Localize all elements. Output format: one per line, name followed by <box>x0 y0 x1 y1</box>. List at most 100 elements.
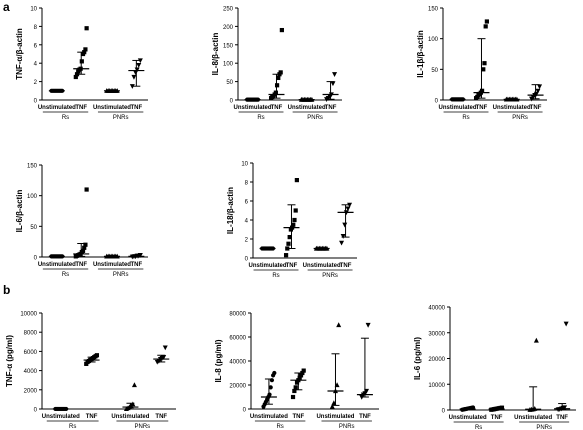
y-tick-label: 0 <box>243 408 247 414</box>
data-point <box>272 370 277 376</box>
data-point <box>330 81 336 87</box>
y-tick-label: 4000 <box>24 369 38 375</box>
series-1 <box>259 246 276 251</box>
x-category-label: TNF <box>293 414 305 420</box>
x-category-label: TNF <box>131 262 143 268</box>
data-point <box>293 208 298 213</box>
data-point <box>499 405 505 410</box>
x-category-label: TNF <box>286 263 298 269</box>
x-group-label: PNRs <box>113 115 129 121</box>
x-category-label: Unstimulated <box>249 263 287 269</box>
y-axis-title: IL-6 (pg/ml) <box>413 337 422 380</box>
series-2 <box>283 178 300 258</box>
series-4 <box>337 202 354 246</box>
data-point <box>276 75 281 81</box>
series-2 <box>473 19 490 101</box>
series-3 <box>313 245 330 251</box>
x-category-label: Unstimulated <box>38 105 76 111</box>
x-category-label: Unstimulated <box>439 105 477 111</box>
y-tick-label: 40000 <box>428 306 445 312</box>
x-group-label: PNRs <box>307 115 323 121</box>
data-point <box>287 235 292 240</box>
data-point <box>267 392 272 397</box>
series-3 <box>525 337 542 412</box>
y-tick-label: 0 <box>34 256 38 262</box>
data-point <box>279 27 284 33</box>
series-4 <box>128 253 145 260</box>
series-3 <box>327 322 344 409</box>
y-tick-label: 6 <box>245 200 249 206</box>
y-tick-label: 150 <box>428 7 439 13</box>
x-category-label: TNF <box>271 105 283 111</box>
data-point <box>162 345 168 351</box>
y-tick-label: 100 <box>27 194 38 200</box>
x-category-label: TNF <box>325 105 337 111</box>
data-point <box>300 370 305 376</box>
data-point <box>74 72 80 77</box>
x-category-label: Unstimulated <box>493 105 531 111</box>
y-tick-label: 8 <box>245 181 249 187</box>
x-category-label: TNF <box>86 414 98 420</box>
data-point <box>301 368 306 373</box>
data-point <box>481 67 486 72</box>
panel-label-a: a <box>3 0 10 14</box>
y-tick-label: 20000 <box>229 384 246 390</box>
y-axis-title: IL-6/β-actin <box>15 190 24 233</box>
data-point <box>283 253 289 258</box>
series-3 <box>122 382 139 412</box>
series-4 <box>153 345 170 365</box>
x-category-label: TNF <box>530 105 542 111</box>
y-axis-title: IL-8 (pg/ml) <box>214 339 223 382</box>
x-category-label: Unstimulated <box>234 105 272 111</box>
x-group-label: PNRs <box>512 115 528 121</box>
series-1 <box>449 97 466 102</box>
data-point <box>290 394 296 400</box>
y-tick-label: 0 <box>34 99 38 105</box>
y-tick-label: 150 <box>223 43 234 49</box>
y-tick-label: 0 <box>34 408 38 414</box>
series-2 <box>290 368 307 400</box>
series-1 <box>260 370 277 409</box>
x-group-label: PNRs <box>339 424 355 430</box>
series-3 <box>103 253 120 259</box>
x-group-label: PNRs <box>135 424 151 430</box>
y-tick-label: 8000 <box>24 331 38 337</box>
data-point <box>294 178 299 183</box>
y-tick-label: 6 <box>34 43 38 49</box>
y-axis-title: IL-8/β-actin <box>211 33 220 76</box>
x-group-label: Rs <box>276 424 283 430</box>
y-tick-label: 0 <box>442 409 446 415</box>
data-point <box>345 206 351 212</box>
data-point <box>482 61 487 66</box>
data-point <box>131 382 137 388</box>
y-axis-title: TNF-α (pg/ml) <box>5 335 14 387</box>
data-point <box>286 241 291 246</box>
data-point <box>291 222 296 227</box>
data-point <box>484 19 489 24</box>
series-4 <box>322 72 339 102</box>
x-group-label: Rs <box>475 425 482 430</box>
data-point <box>292 388 297 394</box>
x-category-label: Unstimulated <box>42 414 80 420</box>
y-tick-label: 2 <box>245 238 249 244</box>
series-1 <box>459 405 476 412</box>
x-group-label: PNRs <box>322 273 338 279</box>
data-point <box>562 405 568 411</box>
series-2 <box>83 353 100 366</box>
data-point <box>365 322 371 328</box>
y-tick-label: 200 <box>223 25 234 31</box>
data-point <box>83 242 88 247</box>
x-category-label: Unstimulated <box>93 262 131 268</box>
series-3 <box>503 96 520 102</box>
series-3 <box>298 96 315 102</box>
data-point <box>483 24 488 29</box>
y-tick-label: 60000 <box>229 336 246 342</box>
chart-6: 0 2000 4000 6000 8000 10000 TNF-α (pg/ml) Unsti… <box>5 312 176 430</box>
x-category-label: TNF <box>75 105 87 111</box>
data-point <box>329 403 335 409</box>
data-point <box>79 59 84 64</box>
